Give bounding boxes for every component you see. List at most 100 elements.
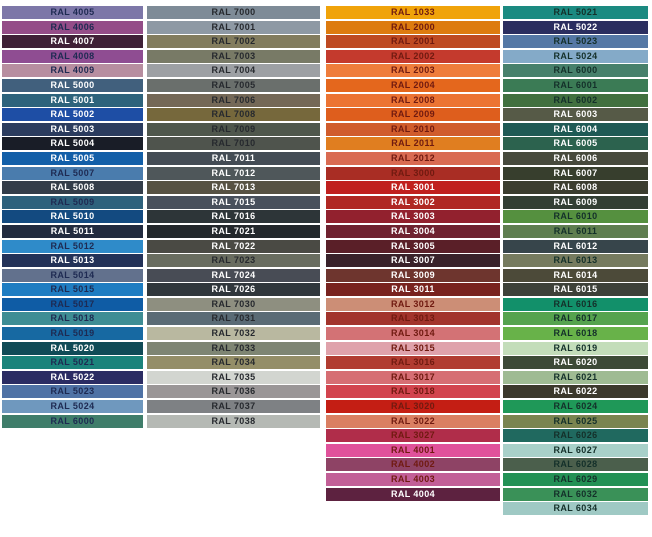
color-swatch: RAL 6018 [503, 327, 648, 341]
color-swatch: RAL 4001 [326, 443, 500, 457]
color-swatch: RAL 7035 [147, 370, 320, 384]
color-swatch: RAL 5017 [2, 297, 143, 311]
color-swatch: RAL 7034 [147, 356, 320, 370]
color-swatch: RAL 7013 [147, 181, 320, 195]
color-swatch: RAL 7024 [147, 268, 320, 282]
color-swatch: RAL 1033 [326, 6, 500, 19]
color-swatch: RAL 2011 [326, 137, 500, 151]
color-swatch: RAL 5011 [2, 224, 143, 238]
color-swatch: RAL 6001 [503, 78, 648, 92]
color-swatch: RAL 3020 [326, 400, 500, 414]
color-swatch: RAL 7000 [147, 6, 320, 19]
color-swatch: RAL 3027 [326, 429, 500, 443]
color-swatch: RAL 2004 [326, 78, 500, 92]
color-swatch: RAL 6029 [503, 473, 648, 486]
color-swatch: RAL 7031 [147, 312, 320, 326]
color-swatch: RAL 7008 [147, 108, 320, 122]
color-swatch: RAL 3013 [326, 312, 500, 326]
color-swatch: RAL 6017 [503, 312, 648, 326]
color-swatch: RAL 7009 [147, 122, 320, 136]
color-swatch: RAL 5014 [2, 268, 143, 282]
color-swatch: RAL 3005 [326, 239, 500, 253]
color-swatch: RAL 6025 [503, 414, 648, 428]
color-swatch: RAL 6004 [503, 122, 648, 136]
color-swatch: RAL 3001 [326, 181, 500, 195]
color-swatch: RAL 5021 [2, 356, 143, 370]
color-swatch: RAL 3012 [326, 297, 500, 311]
color-swatch: RAL 7004 [147, 64, 320, 78]
color-swatch: RAL 3011 [326, 283, 500, 297]
color-swatch: RAL 4002 [326, 458, 500, 472]
color-swatch: RAL 7001 [147, 20, 320, 34]
ral-column-grey: RAL 7000 RAL 7001 RAL 7002 RAL 7003 RAL 7004… [147, 6, 320, 429]
color-swatch: RAL 7021 [147, 224, 320, 238]
color-swatch: RAL 2010 [326, 122, 500, 136]
color-swatch: RAL 7006 [147, 93, 320, 107]
color-swatch: RAL 7022 [147, 239, 320, 253]
color-swatch: RAL 6022 [503, 385, 648, 399]
color-swatch: RAL 7036 [147, 385, 320, 399]
color-swatch: RAL 5003 [2, 122, 143, 136]
color-swatch: RAL 5023 [2, 385, 143, 399]
color-swatch: RAL 2012 [326, 151, 500, 165]
color-swatch: RAL 4006 [2, 20, 143, 34]
color-swatch: RAL 5012 [2, 239, 143, 253]
color-swatch: RAL 6032 [503, 487, 648, 501]
color-swatch: RAL 6019 [503, 341, 648, 355]
color-swatch: RAL 3002 [326, 195, 500, 209]
color-swatch: RAL 5000 [2, 78, 143, 92]
color-swatch: RAL 5018 [2, 312, 143, 326]
color-swatch: RAL 6002 [503, 93, 648, 107]
color-swatch: RAL 7003 [147, 49, 320, 63]
color-swatch: RAL 4005 [2, 6, 143, 19]
color-swatch: RAL 3015 [326, 341, 500, 355]
color-swatch: RAL 7011 [147, 151, 320, 165]
color-swatch: RAL 6009 [503, 195, 648, 209]
color-swatch: RAL 7037 [147, 400, 320, 414]
ral-column-red-orange: RAL 1033 RAL 2000 RAL 2001 RAL 2002 RAL 2003… [326, 6, 500, 502]
color-swatch: RAL 3014 [326, 327, 500, 341]
color-swatch: RAL 6020 [503, 356, 648, 370]
color-swatch: RAL 5002 [2, 108, 143, 122]
color-swatch: RAL 3018 [326, 385, 500, 399]
color-swatch: RAL 5024 [2, 400, 143, 414]
color-swatch: RAL 3007 [326, 254, 500, 268]
color-swatch: RAL 7026 [147, 283, 320, 297]
color-swatch: RAL 2002 [326, 49, 500, 63]
color-swatch: RAL 7038 [147, 414, 320, 428]
color-swatch: RAL 5001 [2, 93, 143, 107]
color-swatch: RAL 6013 [503, 254, 648, 268]
color-swatch: RAL 2008 [326, 93, 500, 107]
ral-column-violet-blue: RAL 4005 RAL 4006 RAL 4007 RAL 4008 RAL 4009… [2, 6, 143, 429]
color-swatch: RAL 6008 [503, 181, 648, 195]
color-swatch: RAL 6015 [503, 283, 648, 297]
color-swatch: RAL 3004 [326, 224, 500, 238]
color-swatch: RAL 5013 [2, 254, 143, 268]
color-swatch: RAL 7030 [147, 297, 320, 311]
color-swatch: RAL 5010 [2, 210, 143, 224]
color-swatch: RAL 6005 [503, 137, 648, 151]
color-swatch: RAL 5008 [2, 181, 143, 195]
color-swatch: RAL 7033 [147, 341, 320, 355]
color-swatch: RAL 7010 [147, 137, 320, 151]
color-swatch: RAL 6007 [503, 166, 648, 180]
color-swatch: RAL 5005 [2, 151, 143, 165]
color-swatch: RAL 6010 [503, 210, 648, 224]
color-swatch: RAL 5022 [503, 20, 648, 34]
color-swatch: RAL 6006 [503, 151, 648, 165]
color-swatch: RAL 7023 [147, 254, 320, 268]
color-swatch: RAL 5019 [2, 327, 143, 341]
color-swatch: RAL 4008 [2, 49, 143, 63]
color-swatch: RAL 3003 [326, 210, 500, 224]
color-swatch: RAL 6014 [503, 268, 648, 282]
color-swatch: RAL 3000 [326, 166, 500, 180]
color-swatch: RAL 5021 [503, 6, 648, 19]
ral-column-green-teal: RAL 5021 RAL 5022 RAL 5023 RAL 5024 RAL 6000… [503, 6, 648, 517]
color-swatch: RAL 7015 [147, 195, 320, 209]
color-swatch: RAL 4007 [2, 35, 143, 49]
color-swatch: RAL 7016 [147, 210, 320, 224]
color-swatch: RAL 6034 [503, 502, 648, 516]
color-swatch: RAL 5022 [2, 370, 143, 384]
color-swatch: RAL 6026 [503, 429, 648, 443]
